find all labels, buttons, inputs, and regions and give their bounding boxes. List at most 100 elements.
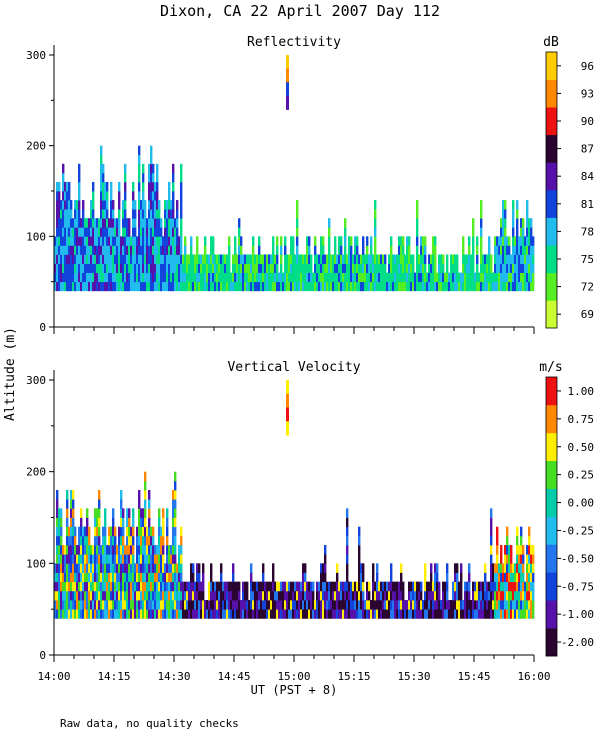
data-cell — [56, 236, 59, 246]
data-cell — [196, 263, 199, 273]
data-cell — [58, 254, 61, 264]
data-cell — [162, 545, 165, 555]
data-cell — [110, 581, 113, 592]
data-cell — [332, 600, 335, 610]
data-cell — [310, 581, 313, 592]
data-cell — [130, 554, 133, 564]
data-cell — [320, 254, 323, 264]
data-cell — [66, 499, 69, 509]
data-cell — [516, 254, 519, 264]
data-cell — [510, 581, 513, 592]
data-cell — [106, 236, 109, 246]
data-cell — [56, 572, 59, 583]
data-cell — [380, 581, 383, 592]
data-cell — [420, 254, 423, 264]
data-cell — [154, 254, 157, 264]
data-cell — [72, 254, 75, 264]
data-cell — [208, 600, 211, 610]
data-cell — [108, 600, 111, 610]
data-cell — [186, 272, 189, 283]
data-cell — [124, 227, 127, 237]
data-cell — [426, 609, 429, 619]
data-cell — [494, 254, 497, 264]
data-cell — [470, 600, 473, 610]
vertical-velocity-title: Vertical Velocity — [227, 360, 360, 375]
data-cell — [204, 245, 207, 255]
data-cell — [122, 227, 125, 237]
x-tick-label: 15:00 — [277, 670, 310, 683]
data-cell — [420, 281, 423, 292]
data-cell — [492, 590, 495, 601]
data-cell — [84, 581, 87, 592]
data-cell — [504, 218, 507, 228]
data-cell — [158, 254, 161, 264]
data-cell — [114, 572, 117, 583]
data-cell — [78, 563, 81, 573]
data-cell — [216, 581, 219, 592]
data-cell — [338, 263, 341, 273]
data-cell — [450, 600, 453, 610]
data-cell — [142, 563, 145, 573]
data-cell — [292, 609, 295, 619]
data-cell — [208, 272, 211, 283]
data-cell — [66, 609, 69, 619]
data-cell — [118, 236, 121, 246]
data-cell — [160, 581, 163, 592]
data-cell — [526, 200, 529, 210]
data-cell — [390, 609, 393, 619]
data-cell — [332, 281, 335, 292]
data-cell — [166, 517, 169, 528]
data-cell — [266, 600, 269, 610]
data-cell — [76, 600, 79, 610]
data-cell — [400, 609, 403, 619]
data-cell — [126, 609, 129, 619]
data-cell — [434, 245, 437, 255]
data-cell — [146, 581, 149, 592]
data-cell — [134, 236, 137, 246]
data-cell — [114, 236, 117, 246]
data-cell — [90, 218, 93, 228]
data-cell — [114, 554, 117, 564]
data-cell — [72, 263, 75, 273]
data-cell — [502, 581, 505, 592]
data-cell — [338, 254, 341, 264]
data-cell — [144, 245, 147, 255]
data-cell — [500, 581, 503, 592]
data-cell — [254, 263, 257, 273]
data-cell — [500, 254, 503, 264]
data-cell — [144, 209, 147, 219]
data-cell — [310, 590, 313, 601]
data-cell — [518, 581, 521, 592]
data-cell — [86, 581, 89, 592]
data-cell — [472, 227, 475, 237]
data-cell — [504, 554, 507, 564]
data-cell — [108, 554, 111, 564]
data-cell — [62, 554, 65, 564]
data-cell — [176, 572, 179, 583]
data-cell — [358, 281, 361, 292]
data-cell — [172, 272, 175, 283]
data-cell — [138, 545, 141, 555]
data-cell — [346, 263, 349, 273]
data-cell — [462, 254, 465, 264]
data-cell — [92, 245, 95, 255]
data-cell — [328, 254, 331, 264]
data-cell — [152, 254, 155, 264]
data-cell — [296, 581, 299, 592]
data-cell — [160, 218, 163, 228]
data-cell — [182, 281, 185, 292]
data-cell — [116, 581, 119, 592]
data-cell — [220, 563, 223, 573]
data-cell — [212, 281, 215, 292]
data-cell — [220, 581, 223, 592]
data-cell — [344, 263, 347, 273]
data-cell — [126, 581, 129, 592]
data-cell — [252, 590, 255, 601]
y-tick-label: 200 — [26, 466, 46, 479]
data-cell — [516, 590, 519, 601]
data-cell — [64, 281, 67, 292]
data-cell — [96, 590, 99, 601]
data-cell — [174, 245, 177, 255]
data-cell — [84, 227, 87, 237]
data-cell — [452, 254, 455, 264]
